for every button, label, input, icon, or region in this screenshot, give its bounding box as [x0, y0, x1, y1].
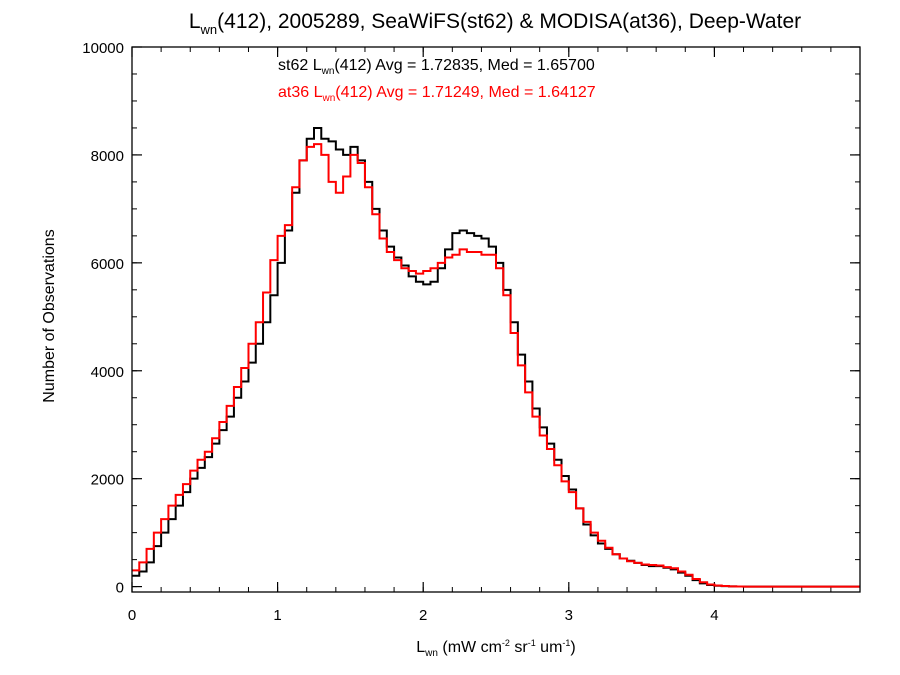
x-axis-label: Lwn (mW cm-2 sr-1 um-1) [416, 638, 576, 659]
x-tick-label: 4 [710, 607, 718, 624]
x-axis-label-prefix-sub: wn [424, 648, 438, 659]
x-axis-label-sup-1: -1 [528, 638, 536, 648]
x-axis-label-part-2: um [536, 639, 563, 656]
y-axis-label: Number of Observations [41, 229, 58, 402]
x-tick-label: 2 [419, 607, 427, 624]
y-tick-label: 6000 [91, 256, 124, 273]
x-tick-label: 3 [565, 607, 573, 624]
legend-at36-sub: wn [321, 93, 335, 104]
legend-at36-prefix: at36 L [278, 84, 323, 101]
legend-st62-prefix: st62 L [278, 57, 322, 74]
x-axis-label-sup-0: -2 [502, 638, 510, 648]
x-axis-label-part-0: (mW cm [438, 639, 502, 656]
legend-st62-rest: (412) Avg = 1.72835, Med = 1.65700 [334, 57, 594, 74]
data-series [132, 126, 860, 588]
x-axis-label-prefix: L [416, 639, 425, 656]
series-line-at36 [132, 143, 860, 588]
x-axis-label-part-1: sr [510, 639, 528, 656]
y-tick-label: 10000 [82, 40, 124, 57]
y-tick-label: 4000 [91, 364, 124, 381]
legend-at36-rest: (412) Avg = 1.71249, Med = 1.64127 [335, 84, 595, 101]
chart-title-prefix-sub: wn [200, 22, 218, 37]
chart-title-rest: (412), 2005289, SeaWiFS(st62) & MODISA(a… [217, 10, 801, 33]
chart-title-prefix: L [189, 10, 201, 33]
plot-frame [131, 46, 861, 593]
x-tick-label: 1 [273, 607, 281, 624]
y-tick-label: 8000 [91, 148, 124, 165]
x-axis-label-part-3: ) [570, 639, 575, 656]
legend-entry-st62: st62 Lwn(412) Avg = 1.72835, Med = 1.657… [278, 57, 595, 77]
x-tick-label: 0 [128, 607, 136, 624]
legend-st62-sub: wn [321, 66, 335, 77]
chart-title: Lwn(412), 2005289, SeaWiFS(st62) & MODIS… [189, 10, 801, 37]
y-tick-label: 0 [116, 580, 124, 597]
legend-entry-at36: at36 Lwn(412) Avg = 1.71249, Med = 1.641… [278, 84, 596, 104]
y-tick-label: 2000 [91, 472, 124, 489]
x-axis-label-sup-2: -1 [562, 638, 570, 648]
